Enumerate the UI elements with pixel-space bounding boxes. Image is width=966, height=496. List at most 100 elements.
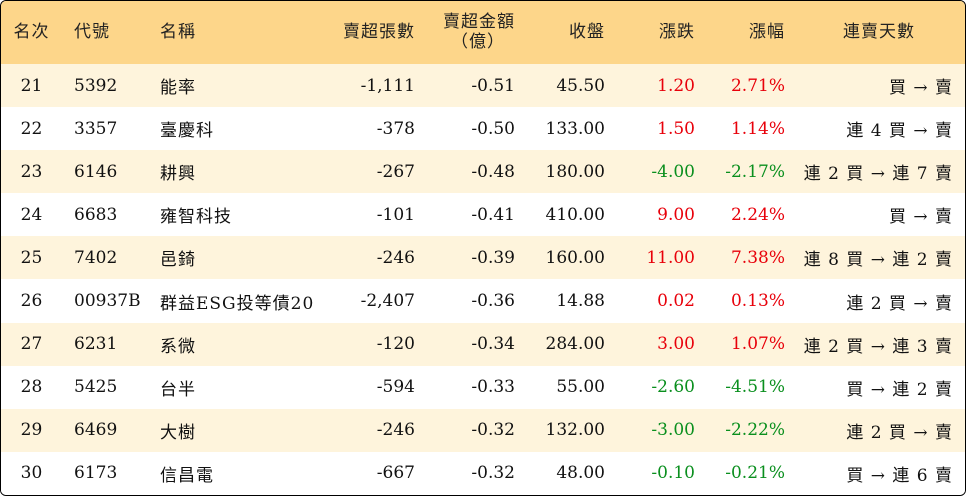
cell-rank: 23 [20,161,43,182]
cell-net-sell-lots: -101 [376,204,415,225]
cell-change: 1.50 [657,118,695,139]
cell-change: -3.00 [651,420,695,441]
cell-close: 410.00 [545,204,605,225]
cell-rank: 27 [20,334,43,355]
cell-net-sell-lots: -378 [376,118,415,139]
cell-code: 5392 [74,75,118,96]
table-body: 21 5392 能率 -1,111 -0.51 45.50 1.20 2.71%… [1,64,965,495]
header-net-sell-lots[interactable]: 賣超張數 [343,21,415,42]
cell-net-sell-amount: -0.34 [471,334,515,355]
cell-name[interactable]: 雍智科技 [160,207,232,228]
cell-rank: 22 [20,118,43,139]
header-close[interactable]: 收盤 [569,21,605,42]
cell-streak: 連 4 買 → 賣 [846,121,953,142]
cell-change-pct: 2.24% [730,204,785,225]
cell-streak: 連 2 買 → 連 3 賣 [803,336,953,357]
cell-name[interactable]: 邑錡 [160,250,196,271]
cell-close: 133.00 [545,118,605,139]
cell-code: 5425 [74,377,118,398]
cell-name[interactable]: 耕興 [160,164,196,185]
cell-rank: 26 [20,291,43,312]
cell-change-pct: 1.14% [730,118,785,139]
table-header-row: 名次 代號 名稱 賣超張數 賣超金額 （億） 收盤 漲跌 漲幅 連賣天數 [1,1,965,64]
cell-close: 160.00 [545,247,605,268]
cell-streak: 買 → 賣 [888,207,953,228]
cell-name[interactable]: 臺慶科 [160,121,214,142]
cell-streak: 連 2 買 → 賣 [846,293,953,314]
cell-close: 55.00 [556,377,605,398]
table-row[interactable]: 30 6173 信昌電 -667 -0.32 48.00 -0.10 -0.21… [1,451,965,495]
table-row[interactable]: 29 6469 大樹 -246 -0.32 132.00 -3.00 -2.22… [1,408,965,452]
cell-net-sell-amount: -0.36 [471,291,515,312]
table-row[interactable]: 26 00937B 群益ESG投等債20 -2,407 -0.36 14.88 … [1,279,965,323]
cell-net-sell-lots: -1,111 [360,75,415,96]
cell-change: 0.02 [657,291,695,312]
table-row[interactable]: 24 6683 雍智科技 -101 -0.41 410.00 9.00 2.24… [1,193,965,237]
cell-net-sell-amount: -0.51 [471,75,515,96]
header-code[interactable]: 代號 [74,21,110,42]
table-row[interactable]: 21 5392 能率 -1,111 -0.51 45.50 1.20 2.71%… [1,64,965,108]
cell-change: 9.00 [657,204,695,225]
cell-change-pct: 7.38% [730,247,785,268]
cell-net-sell-amount: -0.32 [471,420,515,441]
header-net-sell-amount-label: 賣超金額 [443,11,515,32]
table-row[interactable]: 23 6146 耕興 -267 -0.48 180.00 -4.00 -2.17… [1,150,965,194]
cell-code: 3357 [74,118,118,139]
cell-streak: 連 2 買 → 連 7 賣 [803,164,953,185]
cell-net-sell-amount: -0.50 [471,118,515,139]
cell-code: 6231 [74,334,118,355]
cell-rank: 21 [20,75,43,96]
cell-close: 45.50 [556,75,605,96]
cell-net-sell-lots: -246 [376,420,415,441]
cell-code: 00937B [74,291,141,312]
cell-change: 1.20 [657,75,695,96]
cell-change-pct: -2.17% [725,161,785,182]
cell-name[interactable]: 能率 [160,78,196,99]
table-row[interactable]: 28 5425 台半 -594 -0.33 55.00 -2.60 -4.51%… [1,365,965,409]
cell-name[interactable]: 系微 [160,336,196,357]
cell-rank: 28 [20,377,43,398]
header-net-sell-amount-unit: （億） [451,31,505,52]
header-rank[interactable]: 名次 [13,21,50,42]
header-change-pct[interactable]: 漲幅 [749,21,785,42]
header-change[interactable]: 漲跌 [659,21,695,42]
cell-net-sell-lots: -120 [376,334,415,355]
cell-net-sell-lots: -594 [376,377,415,398]
cell-net-sell-lots: -2,407 [360,291,415,312]
cell-name[interactable]: 大樹 [160,422,196,443]
header-name[interactable]: 名稱 [160,21,196,42]
cell-rank: 24 [20,204,43,225]
cell-code: 6683 [74,204,118,225]
cell-change-pct: 0.13% [730,291,785,312]
cell-code: 6173 [74,463,118,484]
cell-change-pct: -2.22% [725,420,785,441]
cell-net-sell-amount: -0.48 [471,161,515,182]
header-net-sell-amount[interactable]: 賣超金額 （億） [423,1,523,64]
cell-change: 3.00 [657,334,695,355]
cell-name[interactable]: 信昌電 [160,465,214,486]
cell-net-sell-lots: -246 [376,247,415,268]
cell-close: 14.88 [556,291,605,312]
table-row[interactable]: 25 7402 邑錡 -246 -0.39 160.00 11.00 7.38%… [1,236,965,280]
cell-streak: 買 → 連 2 賣 [846,379,953,400]
cell-change-pct: 1.07% [730,334,785,355]
cell-name[interactable]: 群益ESG投等債20 [160,293,315,314]
cell-net-sell-amount: -0.41 [471,204,515,225]
table-row[interactable]: 22 3357 臺慶科 -378 -0.50 133.00 1.50 1.14%… [1,107,965,151]
cell-net-sell-lots: -267 [376,161,415,182]
cell-change-pct: 2.71% [730,75,785,96]
cell-code: 6469 [74,420,118,441]
cell-streak: 連 2 買 → 賣 [846,422,953,443]
cell-change-pct: -0.21% [725,463,785,484]
cell-net-sell-amount: -0.39 [471,247,515,268]
cell-net-sell-amount: -0.32 [471,463,515,484]
cell-code: 6146 [74,161,118,182]
cell-change: -0.10 [651,463,695,484]
cell-close: 180.00 [545,161,605,182]
header-streak[interactable]: 連賣天數 [843,21,915,42]
cell-name[interactable]: 台半 [160,379,196,400]
table-row[interactable]: 27 6231 系微 -120 -0.34 284.00 3.00 1.07% … [1,322,965,366]
cell-rank: 29 [20,420,43,441]
